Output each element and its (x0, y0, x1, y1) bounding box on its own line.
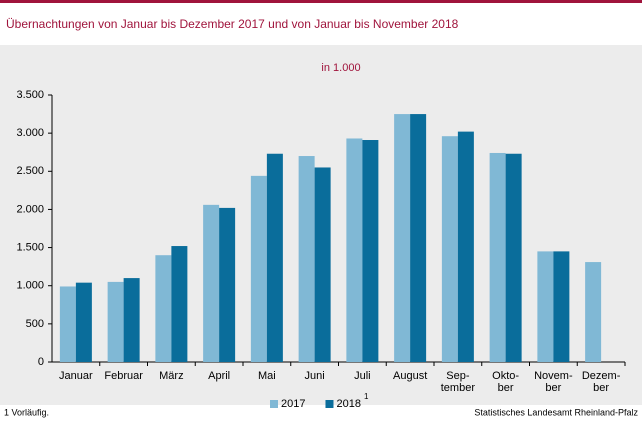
x-tick-label: tember (441, 382, 476, 394)
bar (107, 281, 124, 362)
x-tick-label: Februar (104, 370, 143, 382)
y-tick-label: 1.000 (16, 280, 44, 292)
x-tick-label: Okto- (492, 370, 519, 382)
x-tick-label: August (393, 370, 427, 382)
bar (314, 167, 331, 362)
bar (394, 114, 411, 362)
bar (346, 138, 363, 362)
chart-subtitle: in 1.000 (321, 62, 360, 74)
bar (489, 152, 506, 362)
legend-swatch (270, 400, 278, 408)
y-tick-label: 500 (26, 318, 44, 330)
x-tick-label: Sep- (446, 370, 470, 382)
source: Statistisches Landesamt Rheinland-Pfalz (474, 407, 638, 417)
x-tick-label: ber (593, 382, 609, 394)
bar (219, 207, 236, 362)
bar (553, 251, 570, 362)
x-tick-label: Juni (305, 370, 325, 382)
bar (410, 114, 427, 362)
x-tick-label: März (159, 370, 183, 382)
y-tick-label: 2.000 (16, 203, 44, 215)
bar (266, 153, 283, 362)
bar (537, 251, 554, 362)
y-tick-label: 2.500 (16, 165, 44, 177)
footnote: 1 Vorläufig. (4, 407, 49, 417)
y-tick-label: 1.500 (16, 241, 44, 253)
bar (298, 156, 315, 362)
bar (203, 204, 220, 362)
x-tick-label: Novem- (534, 370, 573, 382)
x-tick-label: ber (498, 382, 514, 394)
bar (441, 136, 458, 362)
x-tick-label: Januar (59, 370, 93, 382)
x-tick-label: ber (545, 382, 561, 394)
x-tick-label: Juli (354, 370, 371, 382)
bar (362, 140, 379, 362)
bar (155, 255, 172, 362)
legend-footnote-marker: 1 (364, 392, 369, 401)
y-tick-label: 3.000 (16, 127, 44, 139)
y-tick-label: 3.500 (16, 89, 44, 101)
y-tick-label: 0 (38, 356, 44, 368)
bar (505, 153, 522, 362)
legend-label: 2017 (281, 398, 305, 410)
bar (171, 246, 188, 362)
chart-title: Übernachtungen von Januar bis Dezember 2… (6, 17, 459, 31)
bar (457, 131, 474, 362)
top-rule (0, 0, 642, 3)
x-tick-label: Dezem- (582, 370, 621, 382)
bar (75, 282, 92, 362)
legend-swatch (325, 400, 334, 408)
bar (250, 175, 267, 362)
legend-label: 2018 (336, 398, 360, 410)
x-tick-label: April (208, 370, 230, 382)
bar (59, 286, 76, 362)
x-tick-label: Mai (258, 370, 276, 382)
bar (585, 262, 602, 362)
bar (123, 278, 140, 362)
